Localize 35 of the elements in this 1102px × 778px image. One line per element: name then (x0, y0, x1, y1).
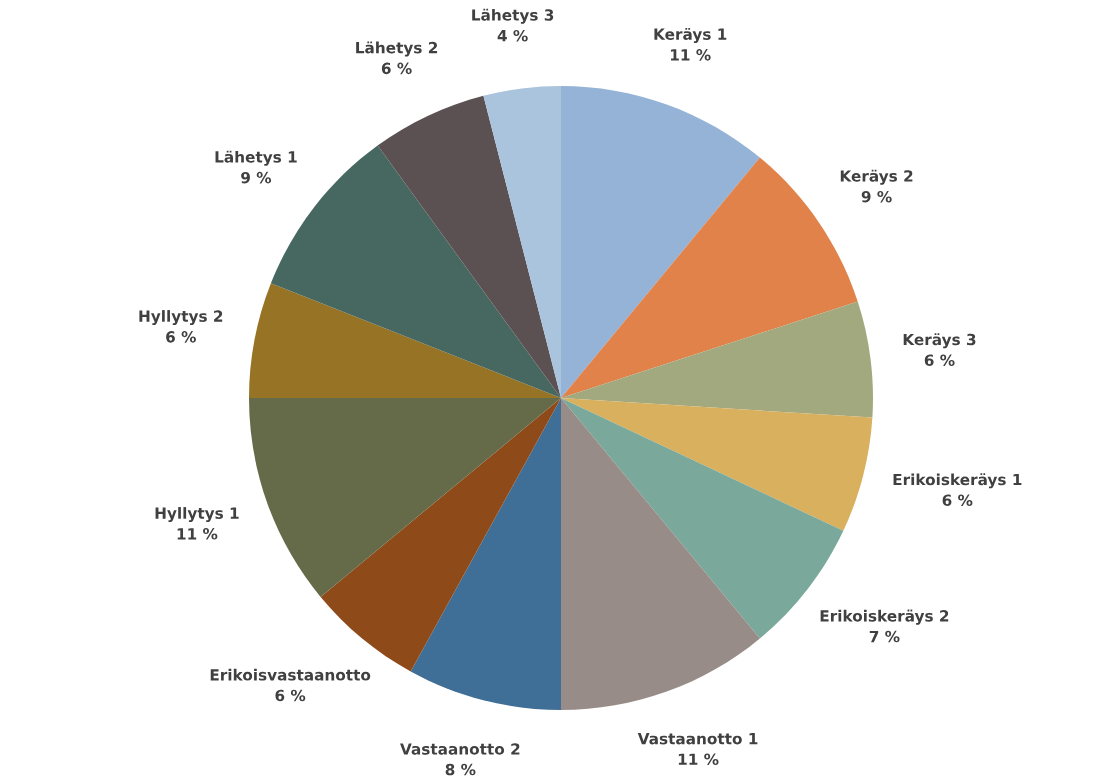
data-label: 11 % (678, 753, 719, 765)
data-label: 11 % (177, 528, 218, 540)
pie-slice (249, 283, 561, 398)
slice-label: Keräys 1 (654, 27, 727, 43)
data-label: 6 % (166, 331, 196, 343)
slice-label: Hyllytys 2 (139, 310, 223, 325)
pie-slice (561, 398, 760, 710)
slice-label: Vastaanotto 2 (400, 743, 520, 755)
slice-label: Keräys 3 (903, 333, 976, 349)
pie-slice (483, 86, 561, 398)
slice-label: Erikoiskeräys 2 (820, 609, 949, 625)
slice-label: Hyllytys 1 (155, 507, 239, 522)
data-label: 9 % (241, 171, 272, 184)
slice-label: Erikoisvastaanotto (210, 668, 371, 681)
pie-slice (561, 398, 873, 531)
data-label: 6 % (924, 354, 955, 366)
pie-slice (249, 398, 561, 597)
slice-label: Vastaanotto 1 (637, 733, 758, 745)
pie-slice (377, 95, 561, 398)
data-label: 6 % (942, 494, 973, 506)
data-label: 7 % (869, 630, 900, 643)
slice-label: Lähetys 1 (215, 150, 297, 166)
pie-slice (561, 86, 760, 398)
data-label: 11 % (670, 49, 711, 61)
slice-label: Erikoiskeräys 1 (893, 473, 1022, 489)
slice-label: Keräys 2 (840, 169, 913, 185)
data-label: 6 % (381, 62, 412, 75)
slice-label: Lähetys 3 (472, 8, 554, 24)
data-label: 8 % (445, 763, 476, 776)
slice-label: Lähetys 2 (356, 41, 438, 57)
data-label: 4 % (497, 29, 528, 42)
pie-slice (410, 398, 561, 710)
pie-slice (561, 301, 873, 418)
data-label: 9 % (861, 190, 892, 203)
data-label: 6 % (275, 689, 306, 702)
